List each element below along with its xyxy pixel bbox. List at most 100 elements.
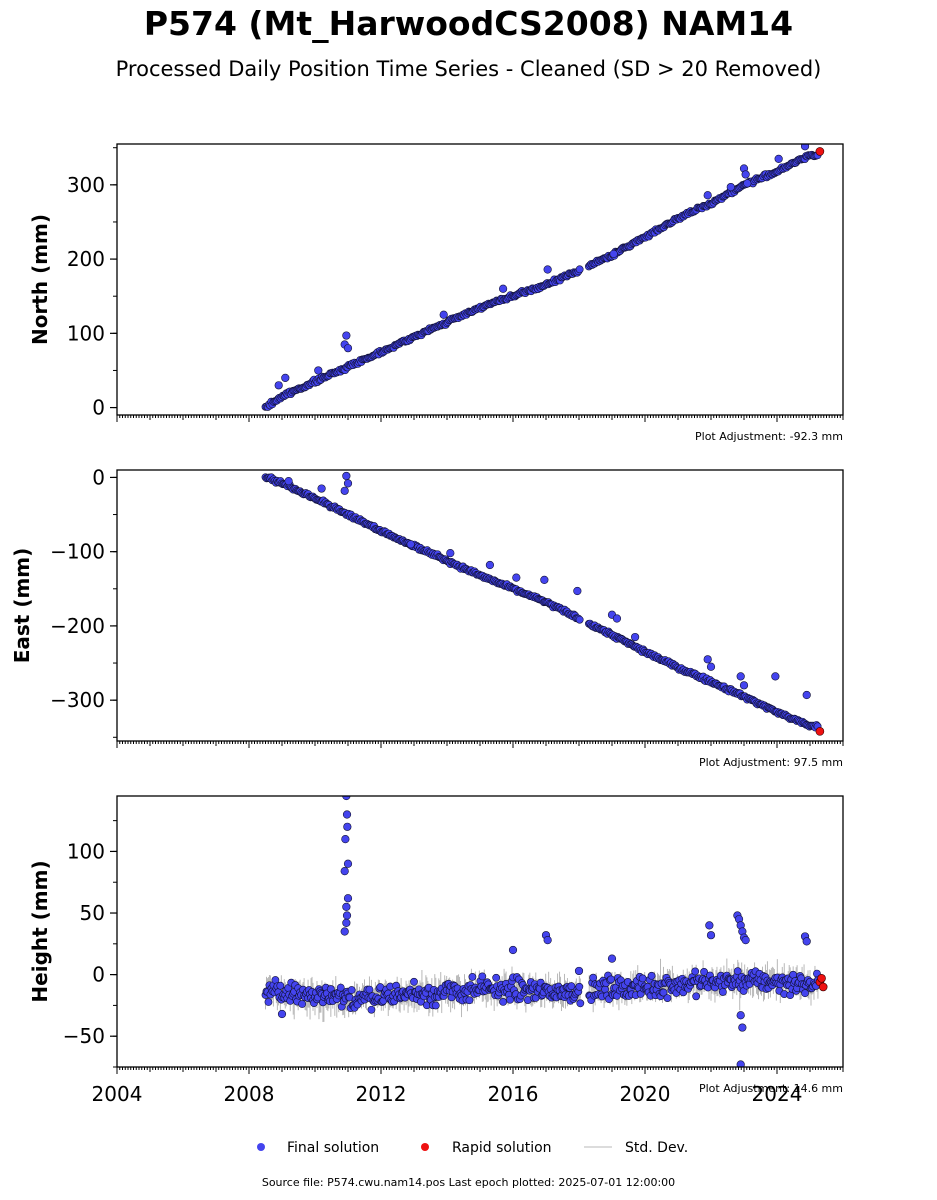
final-point <box>499 998 507 1006</box>
final-point <box>317 484 326 493</box>
final-point <box>342 471 351 481</box>
final-point <box>743 179 752 188</box>
final-point <box>609 249 618 258</box>
final-point <box>706 931 716 940</box>
final-point <box>336 983 345 992</box>
final-point <box>274 381 283 390</box>
panel-3: 100 50 0 −50 Height (mm) Plot Adjustment: 14.… <box>28 795 844 1106</box>
y-tick-label: 300 <box>67 173 105 197</box>
final-point <box>340 867 349 876</box>
final-point <box>410 977 418 986</box>
final-point <box>607 975 615 984</box>
final-point <box>342 810 352 819</box>
final-point <box>284 477 293 486</box>
final-point <box>802 690 811 700</box>
y-axis-ticks: 0 −100 −200 −300 <box>50 465 117 738</box>
final-point <box>431 1001 440 1010</box>
final-point <box>630 632 640 642</box>
y-tick-label: 100 <box>67 839 105 863</box>
final-point <box>703 191 712 200</box>
y-tick-label: 0 <box>92 396 105 420</box>
final-point <box>277 1009 287 1019</box>
data-points <box>261 796 828 1067</box>
legend-final-label: Final solution <box>287 1140 379 1156</box>
plot-adjustment-note: Plot Adjustment: -92.3 mm <box>695 430 843 443</box>
x-axis-ticks <box>116 1067 844 1074</box>
legend-final-marker <box>257 1143 265 1151</box>
final-point <box>342 331 351 340</box>
y-tick-label: 100 <box>67 321 105 345</box>
final-point <box>736 1011 745 1020</box>
final-point <box>340 927 349 936</box>
final-point <box>343 344 353 353</box>
legend-stddev-label: Std. Dev. <box>625 1140 688 1156</box>
final-point <box>659 988 668 997</box>
chart-title: P574 (Mt_HarwoodCS2008) NAM14 <box>143 4 794 43</box>
final-point <box>612 614 622 623</box>
plot-adjustment-note: Plot Adjustment: 14.6 mm <box>699 1082 843 1095</box>
rapid-point <box>815 727 825 736</box>
y-tick-label: −200 <box>50 614 105 638</box>
final-point <box>276 981 285 990</box>
final-point <box>298 1000 307 1008</box>
final-point <box>281 373 290 382</box>
final-point <box>574 966 584 976</box>
x-tick-label: 2004 <box>92 1082 143 1106</box>
source-footer: Source file: P574.cwu.nam14.pos Last epo… <box>261 1176 676 1189</box>
final-point <box>771 672 780 681</box>
y-tick-label: 200 <box>67 247 105 271</box>
final-point <box>576 999 585 1008</box>
final-point <box>567 982 576 991</box>
final-point <box>733 967 742 976</box>
final-point <box>800 144 810 151</box>
data-points <box>261 471 825 736</box>
final-point <box>485 560 495 570</box>
final-point <box>607 954 617 963</box>
final-point <box>741 936 750 945</box>
x-tick-label: 2008 <box>224 1082 275 1106</box>
final-point <box>741 170 750 179</box>
legend-rapid-marker <box>421 1143 429 1151</box>
final-point <box>478 972 487 981</box>
final-point <box>468 973 477 981</box>
data-points <box>261 144 825 411</box>
y-tick-label: −100 <box>50 540 105 564</box>
final-point <box>406 540 415 549</box>
y-tick-label: 0 <box>92 963 105 987</box>
final-point <box>703 655 712 664</box>
x-axis-ticks <box>116 741 844 748</box>
y-axis-ticks: 100 50 0 −50 <box>63 820 117 1068</box>
panel-2: 0 −100 −200 −300 East (mm) Plot Adjustment: 9… <box>10 465 844 769</box>
final-point <box>736 1060 745 1067</box>
x-tick-label: 2012 <box>356 1082 407 1106</box>
y-axis-label: Height (mm) <box>28 860 52 1002</box>
final-point <box>543 265 552 274</box>
y-tick-label: 50 <box>80 901 105 925</box>
final-point <box>638 974 647 983</box>
final-point <box>492 973 501 982</box>
final-point <box>739 681 749 690</box>
rapid-point <box>818 982 828 992</box>
y-tick-label: −50 <box>63 1024 105 1048</box>
final-point <box>340 486 349 495</box>
final-point <box>343 859 353 868</box>
final-point <box>499 284 508 293</box>
final-point <box>512 573 521 582</box>
final-point <box>738 1023 747 1032</box>
x-tick-label: 2024 <box>752 1082 803 1106</box>
final-point <box>465 996 474 1005</box>
plot-frame <box>116 795 844 1068</box>
final-point <box>705 921 714 930</box>
final-point <box>575 265 584 274</box>
final-point <box>439 310 448 319</box>
final-point <box>718 988 727 996</box>
final-point <box>367 1005 376 1014</box>
x-tick-label: 2016 <box>488 1082 539 1106</box>
final-point <box>347 986 356 994</box>
final-point <box>691 967 700 976</box>
final-point <box>506 995 514 1004</box>
y-axis-label: North (mm) <box>28 214 52 345</box>
x-tick-label: 2020 <box>620 1082 671 1106</box>
final-point <box>342 918 351 927</box>
